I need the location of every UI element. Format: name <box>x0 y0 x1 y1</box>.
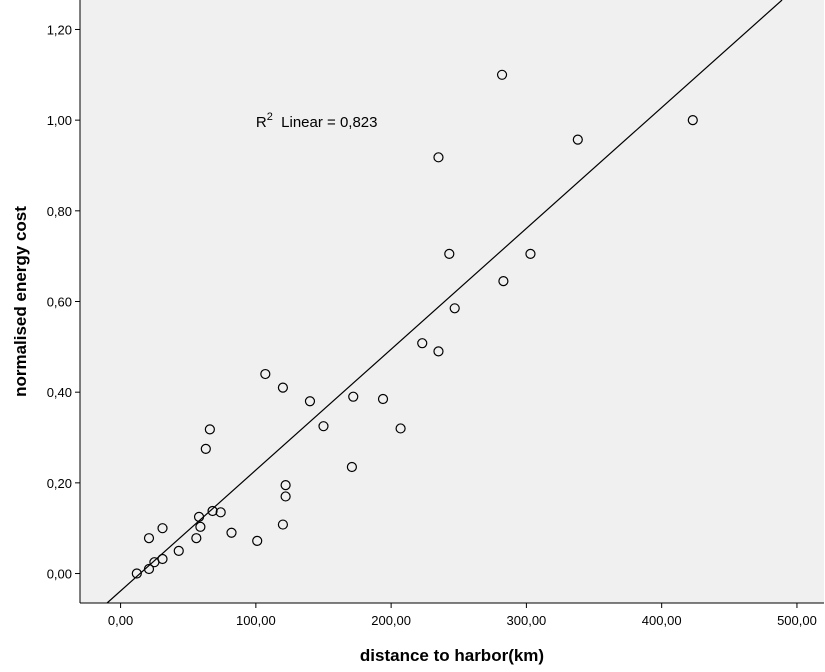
data-point <box>525 248 536 259</box>
data-points <box>131 69 698 579</box>
data-point <box>143 533 155 544</box>
y-tick-label: 0,40 <box>47 385 72 400</box>
data-point <box>277 519 289 530</box>
x-axis-title: distance to harbor(km) <box>360 646 544 665</box>
data-point <box>260 368 271 380</box>
y-tick-label: 1,20 <box>47 22 72 37</box>
data-point <box>318 421 329 432</box>
x-tick-label: 300,00 <box>507 613 547 628</box>
data-point <box>444 248 455 259</box>
data-point <box>304 396 316 407</box>
data-point <box>280 480 291 491</box>
x-tick-label: 200,00 <box>371 613 411 628</box>
x-tick-label: 0,00 <box>108 613 133 628</box>
y-tick-label: 0,80 <box>47 204 72 219</box>
data-point <box>195 521 206 532</box>
data-point <box>207 505 218 517</box>
data-point <box>157 523 168 534</box>
data-point <box>687 115 698 126</box>
data-point <box>200 443 211 454</box>
data-point <box>395 423 406 434</box>
data-point <box>215 507 226 518</box>
data-point <box>346 461 357 473</box>
y-tick-label: 0,60 <box>47 295 72 310</box>
data-point <box>157 553 168 565</box>
y-tick-label: 1,00 <box>47 113 72 128</box>
data-point <box>204 424 215 435</box>
x-tick-label: 100,00 <box>236 613 276 628</box>
plot-area <box>80 0 824 603</box>
data-point <box>191 533 202 544</box>
data-point <box>277 382 289 393</box>
data-point <box>433 152 444 163</box>
data-point <box>449 303 460 314</box>
data-point <box>572 134 583 145</box>
data-point <box>433 346 444 357</box>
data-point <box>173 545 184 556</box>
x-tick-label: 400,00 <box>642 613 682 628</box>
r-squared-prefix: R <box>256 114 267 131</box>
y-tick-label: 0,20 <box>47 476 72 491</box>
data-point <box>143 563 155 575</box>
data-point <box>348 391 359 402</box>
data-point <box>252 535 263 546</box>
r-squared-text: Linear = 0,823 <box>273 114 378 131</box>
x-tick-label: 500,00 <box>777 613 817 628</box>
r-squared-annotation: R2 Linear = 0,823 <box>256 111 378 131</box>
y-axis-title: normalised energy cost <box>11 206 30 397</box>
data-point <box>280 491 291 502</box>
y-axis-ticks: 0,00 0,20 0,40 0,60 0,80 1,00 1,20 <box>47 22 80 582</box>
data-point <box>498 275 509 287</box>
data-point <box>417 338 428 349</box>
data-point <box>377 393 389 405</box>
data-point <box>226 527 237 538</box>
data-point <box>496 69 508 80</box>
linear-fit-line <box>106 0 783 604</box>
y-tick-label: 0,00 <box>47 567 72 582</box>
r-squared-superscript: 2 <box>267 111 273 123</box>
data-point <box>193 511 205 522</box>
x-axis-ticks: 0,00 100,00 200,00 300,00 400,00 500,00 <box>108 603 817 628</box>
data-point <box>131 568 142 579</box>
